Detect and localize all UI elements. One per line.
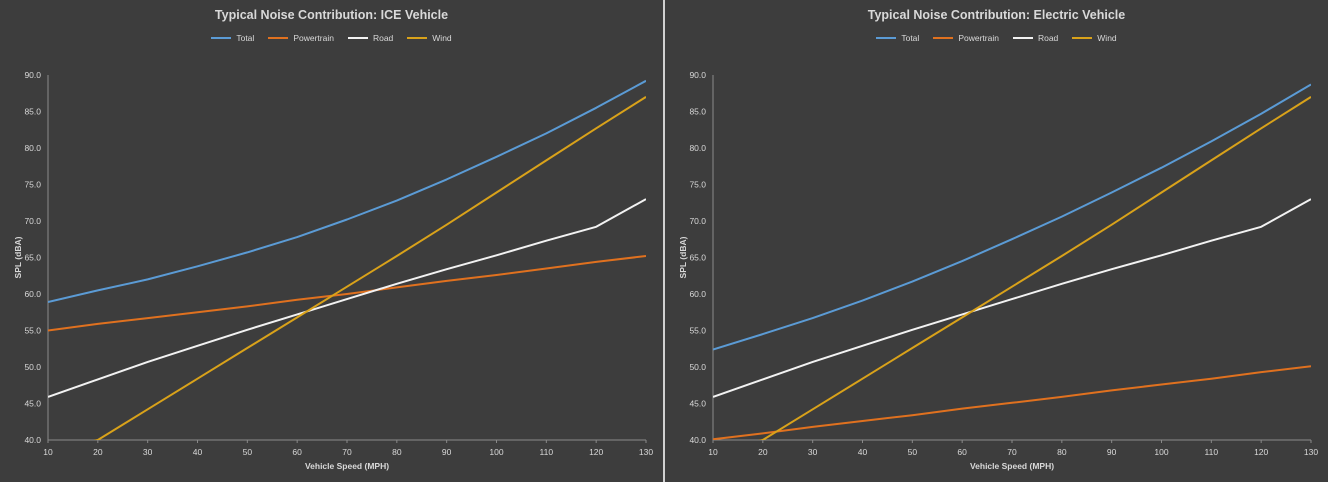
y-tick-label: 55.0 xyxy=(24,326,41,336)
chart-legend: Total Powertrain Road Wind xyxy=(0,33,663,43)
y-tick-label: 70.0 xyxy=(24,216,41,226)
y-tick-label: 55.0 xyxy=(689,326,706,336)
x-tick-label: 100 xyxy=(489,447,503,457)
legend-swatch-road xyxy=(347,37,368,39)
legend-swatch-powertrain xyxy=(933,37,954,39)
x-tick-label: 50 xyxy=(908,447,918,457)
legend-label-powertrain: Powertrain xyxy=(293,33,334,43)
legend-item-road: Road xyxy=(347,33,394,43)
x-tick-label: 20 xyxy=(93,447,103,457)
x-tick-label: 80 xyxy=(392,447,402,457)
series-line-wind xyxy=(93,96,646,440)
x-tick-label: 10 xyxy=(708,447,718,457)
x-tick-label: 10 xyxy=(43,447,53,457)
legend-swatch-total xyxy=(211,37,232,39)
y-tick-label: 40.0 xyxy=(24,435,41,445)
y-tick-label: 85.0 xyxy=(689,107,706,117)
chart-title: Typical Noise Contribution: Electric Veh… xyxy=(867,8,1126,22)
legend-label-total: Total xyxy=(901,33,920,43)
series-group xyxy=(48,79,646,440)
x-tick-label: 40 xyxy=(858,447,868,457)
panel-divider xyxy=(663,0,665,482)
x-tick-label: 110 xyxy=(1205,447,1219,457)
legend-item-total: Total xyxy=(876,33,919,43)
series-line-wind xyxy=(758,96,1311,440)
x-tick-label: 70 xyxy=(1007,447,1017,457)
legend-item-road: Road xyxy=(1012,33,1059,43)
x-tick-label: 60 xyxy=(957,447,967,457)
y-axis-title: SPL (dBA) xyxy=(13,236,23,278)
chart-title: Typical Noise Contribution: ICE Vehicle xyxy=(214,8,449,22)
y-tick-label: 45.0 xyxy=(689,399,706,409)
legend-swatch-total xyxy=(876,37,897,39)
y-tick-label: 40.0 xyxy=(689,435,706,445)
legend-item-powertrain: Powertrain xyxy=(933,33,999,43)
x-axis-title: Vehicle Speed (MPH) xyxy=(970,461,1054,471)
chart-plot-ice: 40.0 45.0 50.0 55.0 60.0 65.0 70.0 75.0 80.0 85.0… xyxy=(13,70,653,471)
y-tick-label: 60.0 xyxy=(689,289,706,299)
x-tick-label: 80 xyxy=(1057,447,1067,457)
legend-label-total: Total xyxy=(236,33,255,43)
y-tick-label: 90.0 xyxy=(24,70,41,80)
y-tick-label: 90.0 xyxy=(689,70,706,80)
y-tick-label: 85.0 xyxy=(24,107,41,117)
series-line-powertrain xyxy=(48,255,646,332)
y-tick-label: 50.0 xyxy=(24,362,41,372)
series-line-road xyxy=(713,198,1311,398)
legend-label-road: Road xyxy=(1037,33,1059,43)
x-tick-label: 130 xyxy=(1304,447,1318,457)
series-line-total xyxy=(48,79,646,303)
chart-legend: Total Powertrain Road Wind xyxy=(665,33,1328,43)
x-axis-title: Vehicle Speed (MPH) xyxy=(305,461,389,471)
x-tick-label: 120 xyxy=(589,447,603,457)
legend-label-wind: Wind xyxy=(432,33,452,43)
y-tick-label: 75.0 xyxy=(689,180,706,190)
x-tick-label: 120 xyxy=(1254,447,1268,457)
legend-item-powertrain: Powertrain xyxy=(268,33,334,43)
chart-panel-ice: Typical Noise Contribution: ICE Vehicle … xyxy=(0,0,663,482)
y-tick-label: 65.0 xyxy=(24,253,41,263)
x-tick-label: 50 xyxy=(243,447,253,457)
chart-plot-electric: 40.0 45.0 50.0 55.0 60.0 65.0 70.0 75.0 80.0 85.0… xyxy=(678,70,1318,471)
x-tick-label: 70 xyxy=(342,447,352,457)
series-line-road xyxy=(48,198,646,398)
x-tick-label: 60 xyxy=(292,447,302,457)
series-group xyxy=(713,83,1311,440)
y-tick-label: 70.0 xyxy=(689,216,706,226)
y-tick-label: 80.0 xyxy=(24,143,41,153)
legend-label-powertrain: Powertrain xyxy=(958,33,999,43)
x-tick-label: 130 xyxy=(639,447,653,457)
y-tick-label: 65.0 xyxy=(689,253,706,263)
legend-label-wind: Wind xyxy=(1097,33,1117,43)
x-tick-label: 90 xyxy=(442,447,452,457)
legend-label-road: Road xyxy=(372,33,394,43)
x-tick-label: 30 xyxy=(143,447,153,457)
x-tick-label: 20 xyxy=(758,447,768,457)
legend-item-total: Total xyxy=(211,33,254,43)
series-line-powertrain xyxy=(713,365,1311,440)
legend-swatch-wind xyxy=(407,37,428,39)
legend-swatch-powertrain xyxy=(268,37,289,39)
legend-swatch-wind xyxy=(1072,37,1093,39)
x-tick-label: 40 xyxy=(193,447,203,457)
x-tick-label: 100 xyxy=(1154,447,1168,457)
series-line-total xyxy=(713,83,1311,351)
y-axis-title: SPL (dBA) xyxy=(678,236,688,278)
legend-item-wind: Wind xyxy=(407,33,452,43)
legend-item-wind: Wind xyxy=(1072,33,1117,43)
x-tick-label: 30 xyxy=(808,447,818,457)
y-tick-label: 45.0 xyxy=(24,399,41,409)
chart-panel-electric: Typical Noise Contribution: Electric Veh… xyxy=(665,0,1328,482)
y-tick-label: 60.0 xyxy=(24,289,41,299)
y-tick-label: 80.0 xyxy=(689,143,706,153)
x-tick-label: 90 xyxy=(1107,447,1117,457)
y-tick-label: 75.0 xyxy=(24,180,41,190)
legend-swatch-road xyxy=(1012,37,1033,39)
y-tick-label: 50.0 xyxy=(689,362,706,372)
x-tick-label: 110 xyxy=(540,447,554,457)
